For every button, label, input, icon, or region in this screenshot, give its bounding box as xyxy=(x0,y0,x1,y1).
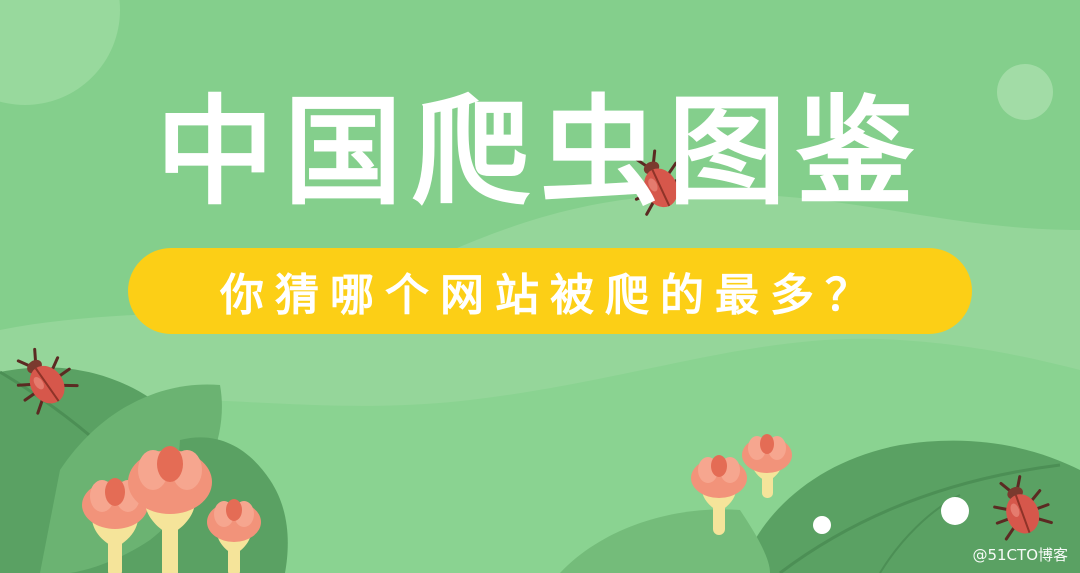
decor-dot xyxy=(941,497,969,525)
subtitle-text: 你猜哪个网站被爬的最多？ xyxy=(220,270,880,321)
banner-title: 中国爬虫图鉴 xyxy=(155,83,924,221)
flower-icon xyxy=(691,455,747,535)
subtitle-pill: 你猜哪个网站被爬的最多？ xyxy=(128,248,972,334)
flower-icon xyxy=(207,499,261,573)
flower-icon xyxy=(128,446,212,573)
decor-dot xyxy=(813,516,831,534)
decor-circle-topright xyxy=(997,64,1053,120)
decor-circle-topleft xyxy=(0,0,120,105)
flower-icon xyxy=(742,434,792,498)
watermark: @51CTO博客 xyxy=(972,546,1068,564)
